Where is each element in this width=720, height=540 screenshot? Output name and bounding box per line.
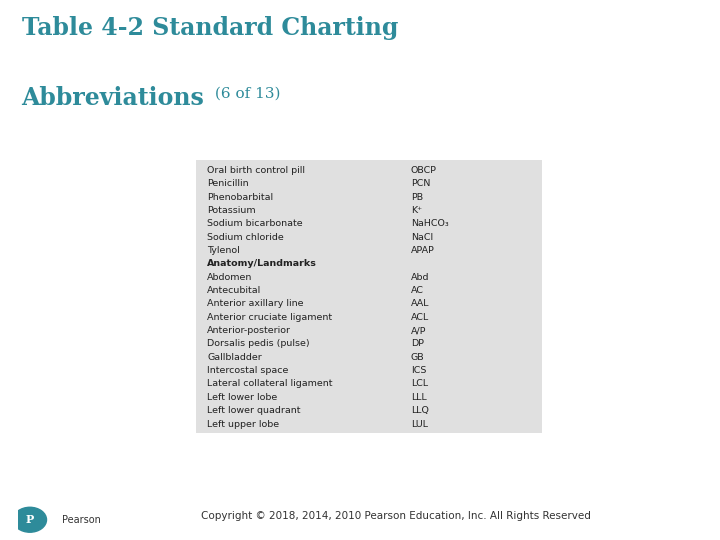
Text: Anterior axillary line: Anterior axillary line <box>207 299 304 308</box>
Text: DP: DP <box>411 340 424 348</box>
Text: Penicillin: Penicillin <box>207 179 249 188</box>
Text: P: P <box>26 514 34 525</box>
Text: GB: GB <box>411 353 425 362</box>
Text: LLL: LLL <box>411 393 426 402</box>
Text: Left upper lobe: Left upper lobe <box>207 420 279 429</box>
Text: Pearson: Pearson <box>62 515 100 525</box>
Text: Dorsalis pedis (pulse): Dorsalis pedis (pulse) <box>207 340 310 348</box>
Text: Oral birth control pill: Oral birth control pill <box>207 166 305 175</box>
Text: Anatomy/Landmarks: Anatomy/Landmarks <box>207 259 317 268</box>
Text: Anterior cruciate ligament: Anterior cruciate ligament <box>207 313 333 322</box>
Text: LLQ: LLQ <box>411 406 428 415</box>
Text: PCN: PCN <box>411 179 431 188</box>
Text: Left lower quadrant: Left lower quadrant <box>207 406 301 415</box>
Text: Phenobarbital: Phenobarbital <box>207 193 274 201</box>
Text: ICS: ICS <box>411 366 426 375</box>
Text: AAL: AAL <box>411 299 429 308</box>
Text: Left lower lobe: Left lower lobe <box>207 393 277 402</box>
Text: A/P: A/P <box>411 326 426 335</box>
Text: LUL: LUL <box>411 420 428 429</box>
Text: (6 of 13): (6 of 13) <box>210 86 281 100</box>
Text: Potassium: Potassium <box>207 206 256 215</box>
Text: OBCP: OBCP <box>411 166 437 175</box>
Text: APAP: APAP <box>411 246 435 255</box>
Text: PB: PB <box>411 193 423 201</box>
Text: Tylenol: Tylenol <box>207 246 240 255</box>
Text: ACL: ACL <box>411 313 429 322</box>
Text: Antecubital: Antecubital <box>207 286 261 295</box>
Text: LCL: LCL <box>411 380 428 388</box>
Text: AC: AC <box>411 286 424 295</box>
Text: NaCl: NaCl <box>411 233 433 242</box>
Text: Anterior-posterior: Anterior-posterior <box>207 326 291 335</box>
Text: NaHCO₃: NaHCO₃ <box>411 219 449 228</box>
Text: Abdomen: Abdomen <box>207 273 253 282</box>
Text: Sodium bicarbonate: Sodium bicarbonate <box>207 219 303 228</box>
Text: K⁺: K⁺ <box>411 206 422 215</box>
Text: Intercostal space: Intercostal space <box>207 366 289 375</box>
Text: Abd: Abd <box>411 273 429 282</box>
Text: Gallbladder: Gallbladder <box>207 353 262 362</box>
Circle shape <box>13 507 47 532</box>
FancyBboxPatch shape <box>196 160 542 433</box>
Text: Sodium chloride: Sodium chloride <box>207 233 284 242</box>
Text: Copyright © 2018, 2014, 2010 Pearson Education, Inc. All Rights Reserved: Copyright © 2018, 2014, 2010 Pearson Edu… <box>201 511 591 521</box>
Text: Lateral collateral ligament: Lateral collateral ligament <box>207 380 333 388</box>
Text: Abbreviations: Abbreviations <box>22 86 204 110</box>
Text: Table 4-2 Standard Charting: Table 4-2 Standard Charting <box>22 16 398 40</box>
